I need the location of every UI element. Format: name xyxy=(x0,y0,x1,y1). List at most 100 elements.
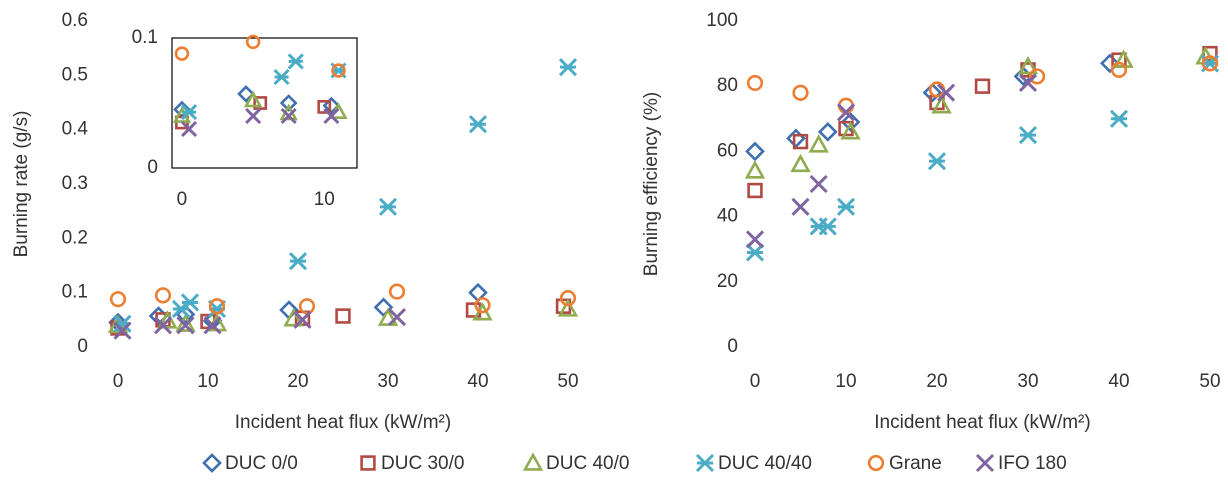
marker-x xyxy=(745,230,765,249)
marker-square xyxy=(360,455,376,471)
marker-asterisk xyxy=(1018,126,1038,145)
marker-asterisk xyxy=(181,104,198,121)
y-axis-label: Burning efficiency (%) xyxy=(641,92,662,276)
y-tick-label: 0.1 xyxy=(132,27,158,48)
marker-diamond xyxy=(279,94,298,112)
y-tick-label: 0.1 xyxy=(62,282,88,303)
marker-asterisk xyxy=(273,68,290,86)
marker-x xyxy=(176,316,195,335)
x-tick-label: 20 xyxy=(287,371,308,392)
x-tick-label: 0 xyxy=(113,371,124,392)
marker-circle xyxy=(331,63,346,78)
x-tick-label: 50 xyxy=(557,371,578,392)
legend-item: DUC 40/0 xyxy=(522,452,629,474)
marker-x xyxy=(203,316,222,335)
legend-item: Grane xyxy=(867,453,942,474)
marker-asterisk xyxy=(288,252,308,271)
y-tick-label: 60 xyxy=(717,140,738,161)
y-tick-label: 80 xyxy=(717,75,738,96)
marker-circle xyxy=(298,298,316,315)
marker-diamond xyxy=(237,85,255,103)
marker-triangle xyxy=(522,452,544,471)
y-axis-label: Burning rate (g/s) xyxy=(11,111,32,258)
marker-asterisk xyxy=(378,197,398,216)
legend-item: IFO 180 xyxy=(975,453,1067,474)
marker-triangle xyxy=(840,121,861,140)
marker-x xyxy=(245,107,262,125)
marker-asterisk xyxy=(695,453,715,473)
marker-x xyxy=(836,103,856,122)
x-tick-label: 50 xyxy=(1199,371,1220,392)
x-tick-label: 10 xyxy=(314,189,335,210)
marker-square xyxy=(792,133,809,150)
y-tick-label: 0.5 xyxy=(62,64,88,85)
marker-asterisk xyxy=(180,293,200,312)
marker-x xyxy=(809,174,828,194)
y-tick-label: 0 xyxy=(77,336,88,357)
x-tick-label: 0 xyxy=(750,371,761,392)
marker-x xyxy=(387,308,407,327)
marker-triangle xyxy=(157,310,178,329)
marker-asterisk xyxy=(1109,109,1129,128)
legend-label: DUC 40/0 xyxy=(546,453,629,474)
marker-asterisk xyxy=(818,217,837,236)
y-tick-label: 0.2 xyxy=(62,227,88,248)
marker-diamond xyxy=(786,128,806,149)
legend-label: DUC 30/0 xyxy=(381,453,464,474)
marker-triangle xyxy=(744,160,766,179)
y-tick-label: 20 xyxy=(717,271,738,292)
marker-x xyxy=(153,316,173,335)
marker-diamond xyxy=(745,141,765,162)
marker-circle xyxy=(867,454,885,472)
x-tick-label: 30 xyxy=(377,371,398,392)
marker-circle xyxy=(474,297,491,314)
x-axis-label: Incident heat flux (kW/m²) xyxy=(235,412,451,433)
marker-circle xyxy=(154,287,172,304)
marker-square xyxy=(253,96,268,110)
marker-x xyxy=(181,120,198,138)
marker-circle xyxy=(208,298,226,315)
marker-circle xyxy=(1028,68,1046,85)
marker-square xyxy=(747,182,763,199)
x-tick-label: 10 xyxy=(835,371,856,392)
marker-asterisk xyxy=(745,243,765,262)
x-tick-label: 40 xyxy=(467,371,488,392)
marker-circle xyxy=(388,283,406,300)
x-tick-label: 0 xyxy=(177,189,188,210)
marker-circle xyxy=(174,46,190,61)
x-tick-label: 10 xyxy=(197,371,218,392)
y-tick-label: 0.6 xyxy=(62,10,88,31)
legend-item: DUC 30/0 xyxy=(360,453,464,474)
x-tick-label: 20 xyxy=(926,371,947,392)
legend-item: DUC 40/40 xyxy=(695,453,812,474)
y-tick-label: 0 xyxy=(147,157,158,178)
marker-triangle xyxy=(283,308,304,327)
marker-diamond xyxy=(202,453,222,473)
marker-diamond xyxy=(840,112,861,132)
marker-triangle xyxy=(377,307,399,326)
marker-triangle xyxy=(1017,55,1039,75)
marker-diamond xyxy=(922,82,943,103)
legend-label: DUC 40/40 xyxy=(718,453,812,474)
marker-x xyxy=(937,83,956,102)
marker-circle xyxy=(109,291,127,308)
marker-x xyxy=(975,453,995,473)
y-tick-label: 0 xyxy=(727,336,738,357)
marker-x xyxy=(791,197,810,216)
marker-triangle xyxy=(557,298,579,317)
marker-diamond xyxy=(373,297,394,318)
legend-label: Grane xyxy=(889,453,942,474)
legend-item: DUC 0/0 xyxy=(202,453,298,474)
y-tick-label: 100 xyxy=(706,10,738,31)
marker-asterisk xyxy=(836,197,856,216)
marker-triangle xyxy=(808,134,829,153)
marker-x xyxy=(113,321,132,340)
marker-triangle xyxy=(931,95,952,114)
y-tick-label: 0.3 xyxy=(62,173,88,194)
marker-circle xyxy=(559,290,577,307)
marker-triangle xyxy=(790,153,811,173)
marker-circle xyxy=(1201,55,1219,72)
marker-x xyxy=(280,107,297,125)
marker-x xyxy=(293,310,312,329)
